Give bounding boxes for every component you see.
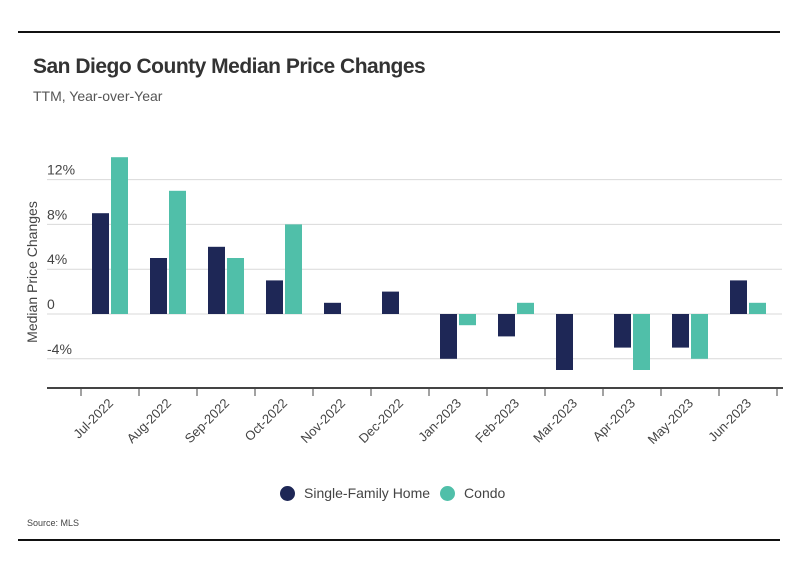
bar-condo-jan-2023[interactable] bbox=[459, 314, 476, 326]
x-tick-label: Feb-2023 bbox=[472, 396, 522, 446]
x-tick-label: Nov-2022 bbox=[298, 396, 348, 446]
x-tick-label: Sep-2022 bbox=[182, 396, 232, 446]
top-rule bbox=[18, 31, 780, 33]
bar-single-family-nov-2022[interactable] bbox=[324, 302, 341, 314]
x-tick-label: Aug-2022 bbox=[124, 396, 174, 446]
x-tick-label: Dec-2022 bbox=[356, 396, 406, 446]
bar-single-family-mar-2023[interactable] bbox=[556, 314, 573, 370]
bar-condo-jul-2022[interactable] bbox=[111, 157, 128, 314]
bar-single-family-may-2023[interactable] bbox=[672, 314, 689, 348]
chart-subtitle: TTM, Year-over-Year bbox=[33, 88, 163, 104]
y-tick-label: -4% bbox=[47, 341, 72, 357]
legend-label: Single-Family Home bbox=[304, 485, 431, 501]
bar-single-family-jun-2023[interactable] bbox=[730, 280, 747, 314]
bar-single-family-oct-2022[interactable] bbox=[266, 280, 283, 314]
bar-single-family-jul-2022[interactable] bbox=[92, 213, 109, 314]
bar-condo-sep-2022[interactable] bbox=[227, 258, 244, 314]
legend-dot-condo bbox=[440, 485, 456, 501]
bar-condo-may-2023[interactable] bbox=[691, 314, 708, 359]
legend-dot-single-family bbox=[280, 485, 295, 501]
y-axis-label: Median Price Changes bbox=[24, 201, 40, 343]
bar-condo-jun-2023[interactable] bbox=[749, 302, 766, 314]
y-tick-label: 12% bbox=[47, 162, 75, 178]
legend-label: Condo bbox=[464, 485, 506, 501]
x-tick-label: Jul-2022 bbox=[70, 396, 116, 442]
bar-single-family-dec-2022[interactable] bbox=[382, 291, 399, 314]
x-tick-label: Jan-2023 bbox=[415, 396, 464, 445]
bar-single-family-feb-2023[interactable] bbox=[498, 314, 515, 337]
bar-chart: -4% 0 4% 8% 12% Median Price Changes Jul-202… bbox=[24, 157, 783, 447]
bar-condo-oct-2022[interactable] bbox=[285, 224, 302, 314]
bottom-rule bbox=[18, 539, 780, 541]
legend-item-single-family[interactable]: Single-Family Home bbox=[280, 485, 430, 501]
chart-title: San Diego County Median Price Changes bbox=[33, 55, 426, 78]
bar-condo-apr-2023[interactable] bbox=[633, 314, 650, 370]
source-note: Source: MLS bbox=[27, 518, 80, 528]
x-tick-label: May-2023 bbox=[645, 396, 696, 447]
legend-item-condo[interactable]: Condo bbox=[440, 485, 505, 501]
bars bbox=[92, 157, 766, 370]
x-tick-label: Mar-2023 bbox=[530, 396, 580, 446]
y-tick-label: 0 bbox=[47, 296, 55, 312]
x-tick-label: Jun-2023 bbox=[705, 396, 754, 445]
x-tick-label: Oct-2022 bbox=[242, 396, 290, 444]
bar-condo-aug-2022[interactable] bbox=[169, 190, 186, 314]
legend: Single-Family Home Condo bbox=[280, 485, 515, 501]
bar-condo-feb-2023[interactable] bbox=[517, 302, 534, 314]
x-tick-label: Apr-2023 bbox=[590, 396, 638, 444]
bar-single-family-sep-2022[interactable] bbox=[208, 246, 225, 314]
bar-single-family-aug-2022[interactable] bbox=[150, 258, 167, 314]
y-tick-label: 4% bbox=[47, 251, 67, 267]
y-axis-ticks: -4% 0 4% 8% 12% bbox=[47, 162, 75, 357]
y-tick-label: 8% bbox=[47, 206, 67, 222]
x-axis: Jul-2022 Aug-2022 Sep-2022 Oct-2022 Nov-2022… bbox=[47, 387, 783, 447]
bar-single-family-apr-2023[interactable] bbox=[614, 314, 631, 348]
bar-single-family-jan-2023[interactable] bbox=[440, 314, 457, 359]
